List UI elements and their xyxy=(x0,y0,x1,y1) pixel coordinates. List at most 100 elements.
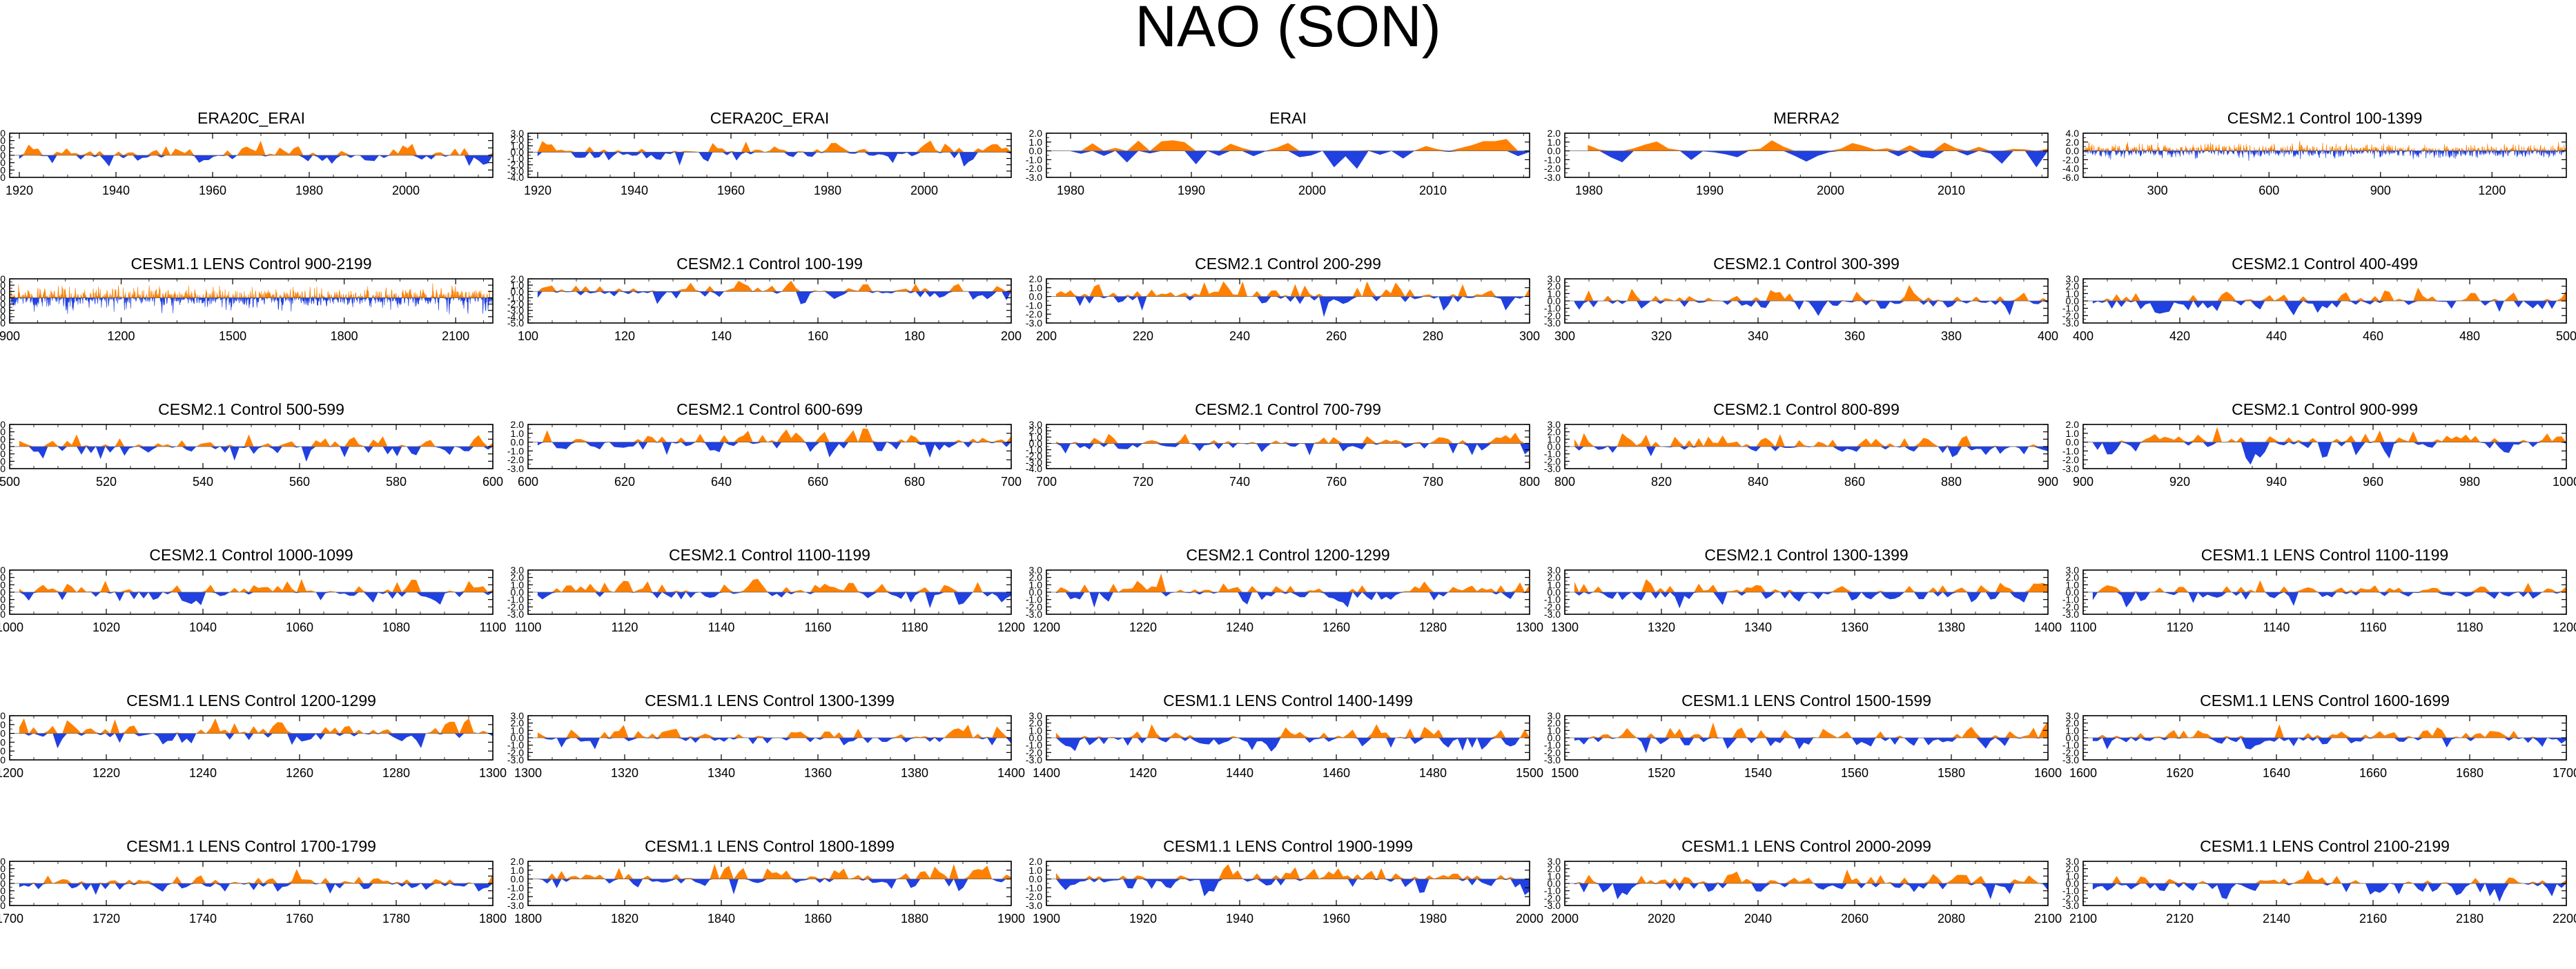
x-tick-label: 1820 xyxy=(611,912,638,926)
x-tick-label: 1900 xyxy=(997,912,1025,926)
positive-area xyxy=(19,140,493,155)
positive-area xyxy=(537,280,1011,292)
x-tick-label: 2100 xyxy=(442,329,469,343)
panel-title: CESM2.1 Control 1300-1399 xyxy=(1704,546,1908,564)
panel-1: CERA20C_ERAI -4.0-3.0-2.0-1.00.01.02.03.0… xyxy=(507,109,1012,197)
y-tick-label: 0.0 xyxy=(1029,146,1043,157)
x-tick-label: 1420 xyxy=(1129,766,1157,780)
x-tick-label: 1280 xyxy=(1419,620,1447,634)
negative-area xyxy=(2092,592,2566,608)
x-tick-label: 1780 xyxy=(382,912,410,926)
x-tick-label: 1320 xyxy=(1648,620,1675,634)
x-tick-label: 1260 xyxy=(286,766,313,780)
x-tick-label: 1100 xyxy=(480,620,507,634)
y-tick-label: -2.0 xyxy=(1544,601,1561,612)
y-tick-label: 1.0 xyxy=(0,579,6,590)
x-tick-label: 2080 xyxy=(1938,912,1965,926)
y-tick-label: 2.0 xyxy=(1548,718,1561,729)
y-tick-label: 0.0 xyxy=(0,150,6,161)
x-tick-label: 1200 xyxy=(0,766,23,780)
y-tick-label: -1.0 xyxy=(0,299,6,310)
negative-area xyxy=(1574,447,2048,458)
x-tick-label: 1140 xyxy=(708,620,735,634)
negative-area xyxy=(537,738,1011,750)
y-tick-label: 1.0 xyxy=(0,142,6,153)
x-tick-label: 1980 xyxy=(1057,184,1084,197)
y-tick-label: 1.0 xyxy=(1548,433,1561,444)
positive-area xyxy=(537,863,1011,879)
x-tick-label: 1990 xyxy=(1178,184,1205,197)
negative-area xyxy=(1588,150,2048,168)
x-tick-label: 1620 xyxy=(2166,766,2194,780)
y-tick-label: 3.0 xyxy=(1548,565,1561,576)
x-tick-label: 520 xyxy=(96,475,117,489)
panel-21: CESM1.1 LENS Control 1300-1399 -3.0-2.0-1… xyxy=(507,692,1025,780)
positive-area xyxy=(1055,573,1530,592)
positive-area xyxy=(1574,869,2048,883)
x-tick-label: 1580 xyxy=(1938,766,1965,780)
panel-title: CESM1.1 LENS Control 1700-1799 xyxy=(126,837,376,855)
x-tick-label: 680 xyxy=(904,475,925,489)
y-tick-label: 2.0 xyxy=(0,135,6,146)
y-tick-label: 2.0 xyxy=(1029,718,1043,729)
x-tick-label: 1600 xyxy=(2034,766,2062,780)
y-tick-label: -1.0 xyxy=(1026,594,1042,605)
panel-title: ERAI xyxy=(1269,109,1307,127)
y-tick-label: -2.0 xyxy=(507,454,524,465)
negative-area xyxy=(1574,883,2048,899)
panel-6: CESM2.1 Control 100-199 -5.0-4.0-3.0-2.0-… xyxy=(507,255,1022,343)
panel-title: CESM1.1 LENS Control 1100-1199 xyxy=(2201,546,2448,564)
y-tick-label: -1.0 xyxy=(2062,594,2079,605)
y-tick-label: -1.0 xyxy=(1026,882,1042,893)
x-tick-label: 1280 xyxy=(382,766,410,780)
negative-area xyxy=(2092,738,2566,750)
panel-22: CESM1.1 LENS Control 1400-1499 -3.0-2.0-1… xyxy=(1026,692,1543,780)
panel-19: CESM1.1 LENS Control 1100-1199 -3.0-2.0-1… xyxy=(2062,546,2576,634)
x-tick-label: 620 xyxy=(614,475,635,489)
x-tick-label: 1340 xyxy=(1744,620,1772,634)
y-tick-label: 1.0 xyxy=(2066,870,2080,881)
y-tick-label: -1.0 xyxy=(1544,740,1561,751)
y-tick-label: -1.0 xyxy=(0,449,6,460)
negative-area xyxy=(537,152,1011,167)
y-tick-label: -1.0 xyxy=(507,740,524,751)
panel-14: CESM2.1 Control 900-999 -3.0-2.0-1.00.01.… xyxy=(2062,400,2576,489)
negative-area xyxy=(1055,879,1530,897)
panel-9: CESM2.1 Control 400-499 -3.0-2.0-1.00.01.… xyxy=(2062,255,2576,343)
x-tick-label: 860 xyxy=(1844,475,1865,489)
y-tick-label: -2.0 xyxy=(1544,310,1561,321)
panel-title: CESM1.1 LENS Control 1200-1299 xyxy=(126,692,376,709)
x-tick-label: 1180 xyxy=(2457,620,2484,634)
x-tick-label: 1600 xyxy=(2069,766,2097,780)
negative-area xyxy=(1055,738,1530,752)
y-tick-label: 2.0 xyxy=(1548,128,1561,139)
y-tick-label: -3.0 xyxy=(507,754,524,765)
positive-area xyxy=(1574,284,2048,301)
y-tick-label: -2.0 xyxy=(1544,892,1561,903)
x-tick-label: 140 xyxy=(711,329,732,343)
panel-title: CESM2.1 Control 600-699 xyxy=(676,400,863,418)
y-tick-label: -1.0 xyxy=(1026,444,1042,456)
negative-area xyxy=(1055,296,1530,317)
negative-area xyxy=(1069,150,1530,169)
y-tick-label: 2.0 xyxy=(511,718,525,729)
y-tick-label: -3.0 xyxy=(2062,900,2079,911)
x-tick-label: 600 xyxy=(2258,184,2279,197)
panel-title: CESM1.1 LENS Control 1800-1899 xyxy=(645,837,895,855)
y-tick-label: -1.0 xyxy=(1544,885,1561,897)
x-tick-label: 900 xyxy=(2073,475,2094,489)
y-tick-label: -3.0 xyxy=(507,166,524,177)
y-tick-label: -3.0 xyxy=(507,305,524,316)
y-tick-label: 2.0 xyxy=(1029,273,1043,284)
x-tick-label: 880 xyxy=(1941,475,1962,489)
x-tick-label: 1160 xyxy=(2360,620,2387,634)
x-tick-label: 1040 xyxy=(189,620,217,634)
y-tick-label: 1.0 xyxy=(1029,431,1043,442)
positive-area xyxy=(2092,724,2566,738)
y-tick-label: -3.0 xyxy=(2062,317,2079,329)
y-tick-label: -1.0 xyxy=(1544,154,1561,165)
x-tick-label: 100 xyxy=(518,329,538,343)
x-tick-label: 1080 xyxy=(382,620,410,634)
panel-17: CESM2.1 Control 1200-1299 -3.0-2.0-1.00.0… xyxy=(1026,546,1543,634)
